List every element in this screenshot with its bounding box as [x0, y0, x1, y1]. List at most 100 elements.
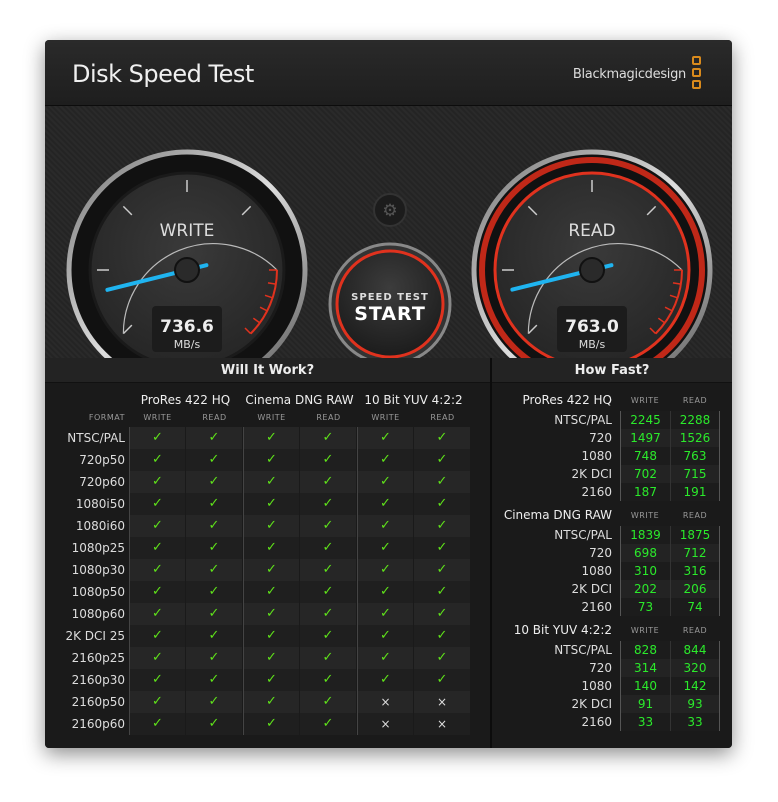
speed-column-header: WRITE: [630, 626, 660, 635]
read-fps-value: 206: [670, 580, 720, 598]
format-header: FORMAT: [88, 413, 125, 422]
checkmark-icon: ✓: [186, 713, 242, 735]
checkmark-icon: ✓: [243, 669, 299, 691]
checkmark-icon: ✓: [300, 669, 356, 691]
column-subheader: READ: [316, 413, 341, 422]
gauge-red-tick: [649, 327, 657, 335]
resolution-label: 1080: [581, 564, 612, 578]
checkmark-icon: ✓: [186, 581, 242, 603]
checkmark-icon: ✓: [129, 603, 185, 625]
checkmark-icon: ✓: [300, 625, 356, 647]
checkmark-icon: ✓: [129, 427, 185, 449]
read-fps-value: 1526: [670, 429, 720, 447]
resolution-label: NTSC/PAL: [554, 528, 612, 542]
checkmark-icon: ✓: [186, 427, 242, 449]
checkmark-icon: ✓: [414, 427, 470, 449]
speed-row: NTSC/PAL 2245 2288: [492, 411, 732, 429]
gauge-red-tick: [259, 306, 268, 312]
format-label: NTSC/PAL: [67, 431, 125, 445]
checkmark-icon: ✓: [186, 449, 242, 471]
format-label: 2160p30: [71, 673, 125, 687]
table-row: NTSC/PAL ✓ ✓ ✓ ✓ ✓ ✓: [45, 427, 490, 449]
checkmark-icon: ✓: [357, 427, 413, 449]
checkmark-icon: ✓: [243, 603, 299, 625]
checkmark-icon: ✓: [357, 493, 413, 515]
format-label: 720p50: [79, 453, 125, 467]
speed-row: 2160 33 33: [492, 713, 732, 731]
checkmark-icon: ✓: [357, 647, 413, 669]
resolution-label: 2K DCI: [571, 697, 612, 711]
group-header: ProRes 422 HQ: [140, 393, 231, 407]
gauge-tick: [122, 324, 133, 335]
app-title: Disk Speed Test: [72, 60, 254, 88]
format-label: 1080p60: [71, 607, 125, 621]
resolution-label: 720: [589, 431, 612, 445]
read-fps-value: 712: [670, 544, 720, 562]
speed-row: 2K DCI 702 715: [492, 465, 732, 483]
checkmark-icon: ✓: [129, 669, 185, 691]
read-fps-value: 191: [670, 483, 720, 501]
settings-button[interactable]: ⚙: [373, 193, 407, 227]
checkmark-icon: ✓: [357, 625, 413, 647]
format-label: 1080i50: [75, 497, 125, 511]
write-fps-value: 702: [620, 465, 670, 483]
will-it-work-heading: Will It Work?: [45, 358, 490, 383]
checkmark-icon: ✓: [129, 559, 185, 581]
checkmark-icon: ✓: [414, 493, 470, 515]
start-button[interactable]: SPEED TEST START: [328, 242, 452, 366]
speed-row: NTSC/PAL 1839 1875: [492, 526, 732, 544]
gauge-tick: [527, 205, 538, 216]
table-row: 2K DCI 25 ✓ ✓ ✓ ✓ ✓ ✓: [45, 625, 490, 647]
read-fps-value: 715: [670, 465, 720, 483]
checkmark-icon: ✓: [300, 537, 356, 559]
gauge-red-tick: [672, 282, 682, 285]
format-label: 720p60: [79, 475, 125, 489]
how-fast-panel: How Fast? ProRes 422 HQ WRITE READ NTSC/PAL…: [492, 358, 732, 748]
write-fps-value: 2245: [620, 411, 670, 429]
needle-hub: [579, 257, 605, 283]
cross-icon: ×: [414, 691, 470, 713]
checkmark-icon: ✓: [300, 647, 356, 669]
speed-column-header: WRITE: [630, 396, 660, 405]
checkmark-icon: ✓: [243, 713, 299, 735]
table-row: 1080p60 ✓ ✓ ✓ ✓ ✓ ✓: [45, 603, 490, 625]
table-row: 2160p30 ✓ ✓ ✓ ✓ ✓ ✓: [45, 669, 490, 691]
write-fps-value: 698: [620, 544, 670, 562]
gauge-scale-arc: [122, 243, 278, 334]
gauge-red-tick: [267, 282, 277, 285]
read-fps-value: 844: [670, 641, 720, 659]
gear-icon: ⚙: [382, 201, 397, 221]
checkmark-icon: ✓: [129, 713, 185, 735]
checkmark-icon: ✓: [357, 559, 413, 581]
table-row: 2160p50 ✓ ✓ ✓ ✓ × ×: [45, 691, 490, 713]
checkmark-icon: ✓: [129, 625, 185, 647]
speed-row: 720 1497 1526: [492, 429, 732, 447]
resolution-label: 2160: [581, 485, 612, 499]
checkmark-icon: ✓: [414, 625, 470, 647]
checkmark-icon: ✓: [300, 603, 356, 625]
speed-row: 2K DCI 202 206: [492, 580, 732, 598]
checkmark-icon: ✓: [243, 449, 299, 471]
gauge-tick: [122, 205, 133, 216]
checkmark-icon: ✓: [300, 493, 356, 515]
speed-row: 720 314 320: [492, 659, 732, 677]
checkmark-icon: ✓: [300, 427, 356, 449]
gauge-red-tick: [252, 317, 261, 324]
checkmark-icon: ✓: [414, 515, 470, 537]
write-gauge-label: WRITE: [160, 221, 215, 241]
write-fps-value: 202: [620, 580, 670, 598]
checkmark-icon: ✓: [129, 449, 185, 471]
cross-icon: ×: [357, 713, 413, 735]
write-fps-value: 828: [620, 641, 670, 659]
start-button-label: START: [354, 303, 426, 325]
checkmark-icon: ✓: [186, 625, 242, 647]
will-it-work-panel: Will It Work? FORMAT ProRes 422 HQ Cinema…: [45, 358, 490, 748]
read-fps-value: 320: [670, 659, 720, 677]
table-row: 720p60 ✓ ✓ ✓ ✓ ✓ ✓: [45, 471, 490, 493]
checkmark-icon: ✓: [186, 493, 242, 515]
column-subheader: WRITE: [143, 413, 172, 422]
checkmark-icon: ✓: [129, 581, 185, 603]
column-subheader: READ: [430, 413, 455, 422]
write-fps-value: 187: [620, 483, 670, 501]
